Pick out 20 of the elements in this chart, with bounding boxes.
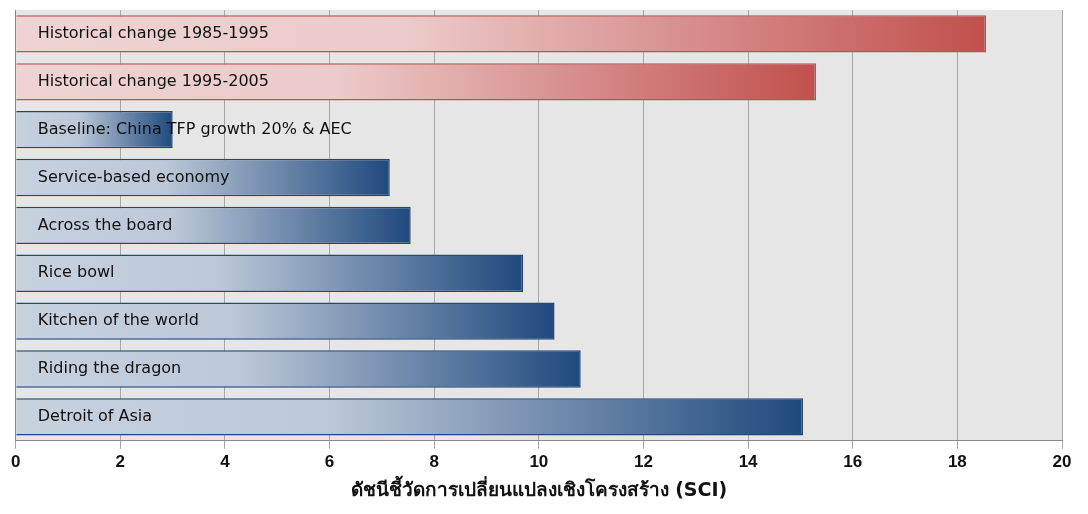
x-tick-label: 2 [115, 451, 126, 471]
y-tick-label: Across the board [37, 214, 173, 234]
y-tick-label: Riding the dragon [37, 358, 182, 378]
x-tick-label: 18 [947, 451, 967, 471]
x-tick-label: 20 [1052, 451, 1072, 471]
x-tick-label: 16 [843, 451, 863, 471]
y-tick-label: Detroit of Asia [37, 406, 153, 426]
x-tick-label: 4 [220, 451, 231, 471]
x-tick-label: 10 [529, 451, 549, 471]
x-axis-title: ดัชนีชี้วัดการเปลี่ยนแปลงเชิงโครงสร้าง (SCI) [350, 474, 728, 500]
y-tick-label: Historical change 1995-2005 [37, 70, 269, 90]
x-tick-label: 8 [429, 451, 439, 471]
y-tick-label: Service-based economy [37, 166, 230, 186]
x-tick-label: 14 [738, 451, 759, 471]
y-tick-label: Rice bowl [37, 262, 115, 282]
y-tick-label: Kitchen of the world [37, 310, 199, 330]
x-tick-label: 0 [10, 451, 21, 471]
y-tick-label: Historical change 1985-1995 [37, 23, 269, 43]
x-tick-label: 6 [324, 451, 335, 471]
x-tick-label: 12 [634, 451, 653, 471]
